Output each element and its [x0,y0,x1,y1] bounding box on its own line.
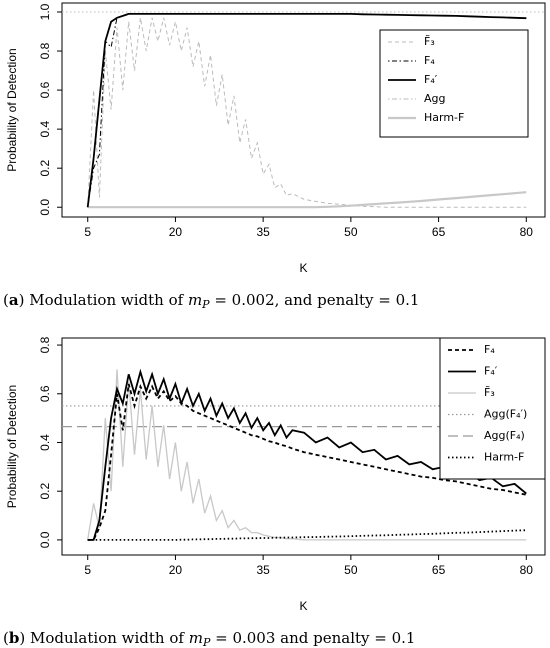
caption-part: ( [3,291,9,309]
legend-box [379,29,529,138]
legend-label: F₄ [484,343,495,356]
y-axis-label: Probability of Detection [5,48,19,171]
y-tick-label: 0.8 [38,336,52,353]
series-line [87,17,527,208]
caption-part: m [189,629,203,647]
legend-label: Harm-F [484,451,524,464]
x-tick-label: 80 [520,225,534,239]
caption-part: ( [3,629,9,647]
chart-panel: 0.0 0.2 0.4 0.6 0.8 5 20 35 50 65 80 K Probability o… [3,336,546,648]
y-tick-label: 0.6 [38,385,52,402]
legend-label: F₄ [424,54,435,67]
x-tick-label: 65 [432,563,446,577]
y-tick-label: 1.0 [38,3,52,20]
series-line [87,369,527,541]
y-tick-label: 0.2 [38,160,52,177]
legend-label: Harm-F [424,111,464,124]
caption-part: a [9,291,19,309]
legend-box [439,337,546,480]
series-line [87,191,527,209]
y-axis-label: Probability of Detection [5,385,19,508]
legend-label: Agg [424,92,446,105]
series-line [87,529,527,541]
x-axis-label: K [299,599,307,613]
legend-label: F̃₃ [424,35,435,48]
x-tick-label: 35 [256,225,270,239]
legend-label: F₄′ [424,73,438,86]
caption: (a) Modulation width of mP = 0.002, and … [3,291,419,311]
plot-frame [61,2,546,218]
x-tick-label: 50 [344,563,358,577]
x-tick-label: 5 [84,563,91,577]
caption-part: ) Modulation width of [19,629,188,647]
chart-panel: 0.0 0.2 0.4 0.6 0.8 1.0 5 20 35 50 65 80 K Probabilit… [3,2,546,311]
y-tick-label: 0.4 [38,120,52,137]
y-tick-label: 0.8 [38,42,52,59]
caption-part: P [202,636,211,648]
y-tick-label: 0.4 [38,434,52,451]
caption-part: P [201,298,210,311]
x-tick-label: 20 [169,225,183,239]
x-tick-label: 65 [432,225,446,239]
x-axis-label: K [299,261,307,275]
y-tick-label: 0.6 [38,81,52,98]
caption-part: = 0.003 and penalty = 0.1 [210,629,415,647]
legend-label: Agg(F₄′) [484,408,527,421]
x-tick-label: 5 [84,225,91,239]
caption: (b) Modulation width of mP = 0.003 and p… [3,629,415,648]
legend-label: F̃₃ [484,386,495,399]
series-line [86,13,527,208]
legend-label: Agg(F₄) [484,429,525,442]
x-tick-label: 80 [520,563,534,577]
caption-part: ) Modulation width of [19,291,188,309]
caption-part: = 0.002, and penalty = 0.1 [210,291,420,309]
series-line [87,368,527,541]
y-tick-label: 0.2 [38,483,52,500]
caption-part: b [9,629,20,647]
series-line [87,383,527,541]
x-tick-label: 35 [256,563,270,577]
x-tick-label: 20 [169,563,183,577]
y-tick-label: 0.0 [38,199,52,216]
y-tick-label: 0.0 [38,531,52,548]
caption-part: m [188,291,202,309]
x-tick-label: 50 [344,225,358,239]
legend-label: F₄′ [484,365,498,378]
